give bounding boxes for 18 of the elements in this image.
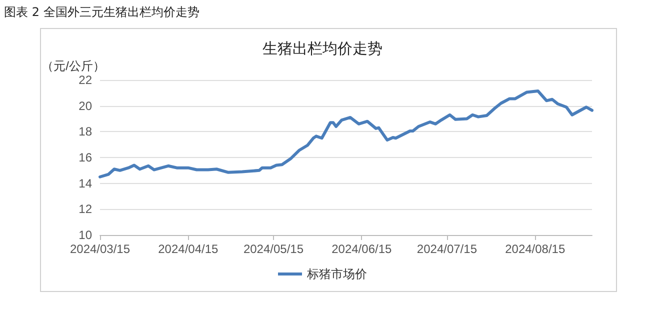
y-tick-label: 18 xyxy=(78,124,92,139)
x-tick-label: 2024/04/15 xyxy=(158,242,219,256)
x-tick-label: 2024/08/15 xyxy=(505,242,566,256)
text: 图表 2 全国外三元生猪出栏均价走势 xyxy=(4,4,200,21)
y-tick-label: 22 xyxy=(78,73,92,87)
x-tick-label: 2024/05/15 xyxy=(243,242,304,256)
x-tick-label: 2024/07/15 xyxy=(416,242,478,256)
y-tick-label: 12 xyxy=(78,202,92,216)
x-tick-label: 2024/06/15 xyxy=(332,242,392,256)
chart-title: 生猪出栏均价走势 xyxy=(262,40,382,58)
line-series xyxy=(98,89,594,178)
legend-label: 标猪市场价 xyxy=(306,267,367,281)
y-tick-label: 20 xyxy=(78,98,92,113)
y-tick-label: 14 xyxy=(78,176,92,190)
y-axis-title: （元/公斤） xyxy=(42,59,105,73)
y-tick-label: 16 xyxy=(78,150,92,164)
y-tick-label: 10 xyxy=(78,228,92,242)
x-tick-label: 2024/03/15 xyxy=(70,242,130,256)
